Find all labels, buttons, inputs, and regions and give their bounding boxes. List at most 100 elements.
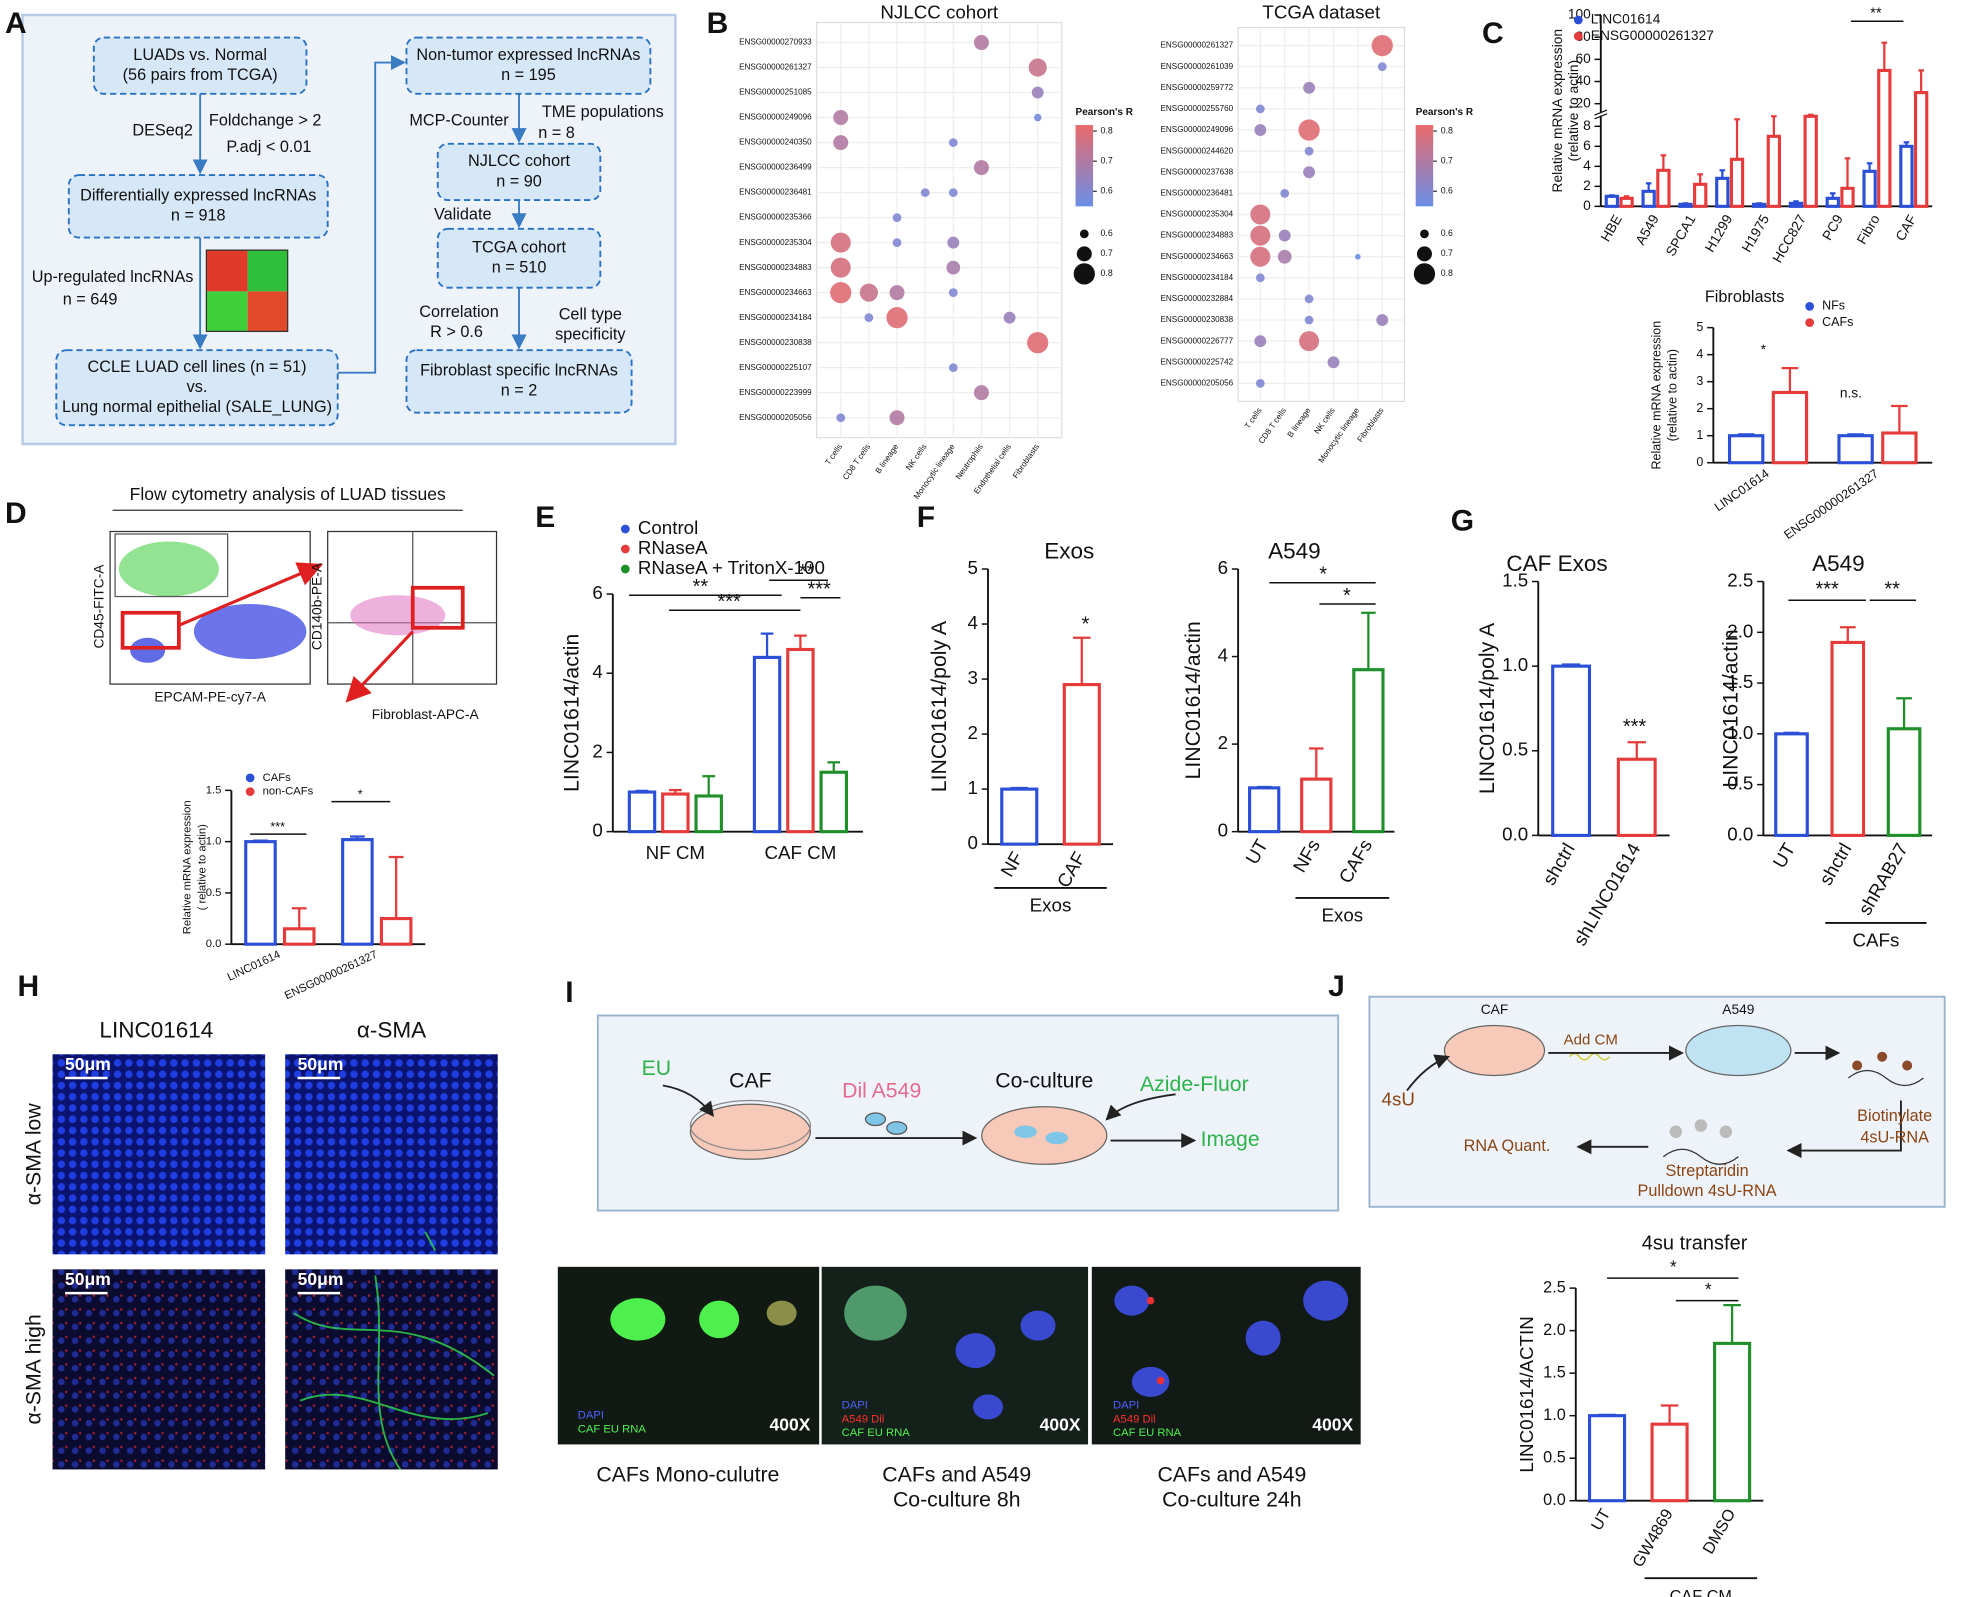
diagram-label: CAF (1481, 1002, 1509, 1017)
x-tick-label: CAF (1893, 212, 1920, 243)
flow-box-text: Fibroblast specific lncRNAs (420, 362, 618, 380)
y-tick-label: 2 (968, 722, 978, 743)
flow-box-text: LUADs vs. Normal (133, 46, 267, 64)
gene-label: ENSG00000236499 (739, 163, 812, 172)
flow-label: Foldchange > 2 (209, 112, 321, 130)
colorbar (1415, 125, 1434, 207)
panel-letter: C (1482, 17, 1504, 50)
y-tick-label: 6 (1218, 557, 1228, 578)
legend-marker (245, 787, 255, 796)
bar (1300, 777, 1333, 834)
cell-type-label: B lineage (874, 442, 901, 475)
gene-label: ENSG00000270933 (739, 38, 812, 47)
plot-frame (816, 21, 1063, 439)
dot (1003, 311, 1016, 324)
dot (1250, 204, 1271, 225)
significance: ** (1870, 5, 1882, 22)
cell-type-label: B lineage (1286, 406, 1313, 439)
magnification: 400X (770, 1414, 811, 1434)
dishes (689, 1099, 1108, 1165)
panel-letter: A (5, 7, 27, 40)
dot (892, 238, 902, 247)
bar (1881, 431, 1918, 465)
bar (1840, 186, 1855, 208)
axis-label: CD140b-PE-A (309, 562, 324, 650)
bar (1715, 176, 1730, 208)
x-tick-label: ENSG00000261327 (283, 949, 379, 1002)
panel-letter: E (535, 501, 555, 534)
chart-title: Exos (1044, 539, 1094, 564)
diagram-label: A549 (1722, 1002, 1754, 1017)
flow-arrows-red (178, 562, 414, 703)
flow-box-text: n = 2 (501, 382, 538, 400)
significance: n.s. (1840, 386, 1862, 401)
x-tick-label: UT (1241, 835, 1272, 868)
bar (1899, 144, 1914, 208)
dot (1250, 225, 1271, 246)
y-tick-label: 2.0 (1543, 1321, 1566, 1339)
legend-label: RNaseA + TritonX-100 (638, 557, 825, 578)
flow-box-text: n = 90 (496, 172, 542, 190)
group-label: CAFs (1852, 930, 1899, 951)
bar (1604, 194, 1619, 208)
size-key (1420, 229, 1429, 239)
flow-label: specificity (555, 325, 626, 343)
significance: *** (717, 591, 741, 613)
y-axis-label: LINC01614/actin (1181, 621, 1205, 779)
gene-label: ENSG00000240350 (739, 138, 812, 147)
legend-label: Control (638, 517, 698, 538)
column-label: α-SMA (357, 1018, 426, 1043)
dot (889, 285, 905, 301)
flow-box-text: NJLCC cohort (468, 152, 571, 170)
legend-label: LINC01614 (1591, 12, 1661, 27)
significance: ** (799, 561, 815, 583)
dot (973, 160, 989, 176)
flow-box (436, 227, 602, 289)
dot (889, 410, 905, 426)
x-tick-label: UT (1588, 1506, 1614, 1534)
legend-marker (1573, 15, 1583, 25)
y-tick-label: 1.5 (206, 784, 222, 796)
significance: ** (1884, 579, 1900, 601)
gene-label: ENSG00000235366 (739, 213, 812, 222)
size-key (1073, 263, 1095, 285)
y-tick-label: 4 (592, 661, 602, 682)
x-tick-label: LINC01614 (226, 949, 283, 984)
x-tick-label: NFs (1289, 836, 1324, 876)
x-tick-label: NF (996, 848, 1027, 880)
diagram-label: Azide-Fluor (1140, 1072, 1249, 1096)
legend-marker (620, 544, 630, 554)
flow-box (55, 349, 339, 427)
dot (1280, 188, 1290, 198)
gene-label: ENSG00000261039 (1161, 62, 1234, 71)
dot (1299, 331, 1320, 352)
bar (1788, 201, 1804, 208)
scale-bars: 50μm 50μm 50μm 50μm (65, 1054, 344, 1295)
y-tick-label: 0 (968, 832, 978, 853)
flow-box (405, 36, 652, 95)
legend-marker (1573, 31, 1583, 41)
scale-label: 50μm (298, 1054, 344, 1074)
flow-label: TME populations (542, 103, 664, 121)
dot (920, 188, 930, 197)
dot (1031, 86, 1044, 99)
gene-label: ENSG00000236481 (1161, 189, 1234, 198)
group-label: Exos (1321, 905, 1363, 926)
y-tick-label: 2 (1696, 401, 1703, 415)
x-tick-label: shctrl (1815, 839, 1856, 888)
significance: * (358, 788, 363, 802)
gene-label: ENSG00000244620 (1161, 146, 1234, 155)
y-axis-label: LINC01614/actin (559, 634, 583, 792)
size-label: 0.6 (1441, 228, 1453, 238)
x-tick-label: Fibro (1854, 212, 1883, 247)
fluorescence-images (557, 1266, 1361, 1445)
gene-label: ENSG00000230838 (1161, 315, 1234, 324)
dot (948, 188, 958, 197)
flow-axes: CD45-FITC-A EPCAM-PE-cy7-A CD140b-PE-A F… (92, 562, 480, 722)
chart-title: A549 (1268, 539, 1321, 564)
size-label: 0.7 (1441, 248, 1453, 258)
gene-label: ENSG00000235304 (1161, 210, 1234, 219)
gene-label: ENSG00000261327 (1161, 41, 1234, 50)
chart-title: TCGA dataset (1262, 2, 1381, 23)
